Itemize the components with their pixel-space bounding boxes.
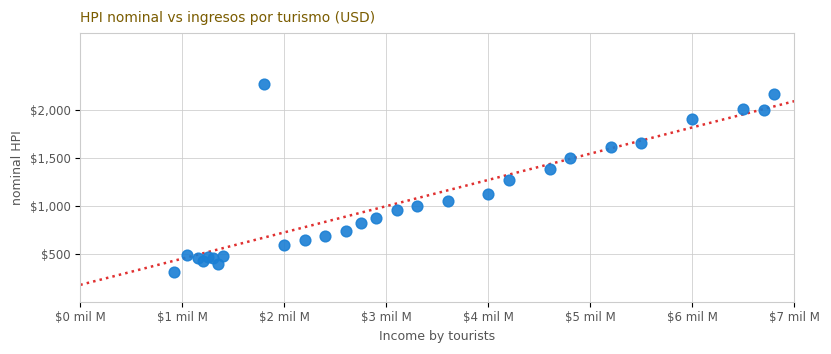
- Point: [370, 215, 383, 221]
- Point: [196, 258, 209, 264]
- Point: [757, 107, 770, 113]
- Point: [206, 256, 219, 261]
- X-axis label: Income by tourists: Income by tourists: [379, 330, 495, 343]
- Point: [211, 261, 224, 267]
- Point: [318, 234, 332, 239]
- Point: [390, 207, 403, 212]
- Point: [482, 192, 495, 197]
- Point: [635, 141, 648, 146]
- Y-axis label: nominal HPI: nominal HPI: [11, 130, 24, 205]
- Point: [258, 81, 271, 87]
- Point: [767, 91, 780, 96]
- Point: [502, 177, 515, 183]
- Point: [563, 155, 577, 161]
- Point: [339, 228, 352, 234]
- Point: [737, 106, 750, 112]
- Point: [216, 253, 229, 258]
- Point: [191, 256, 204, 261]
- Point: [543, 166, 556, 172]
- Point: [278, 242, 291, 248]
- Point: [298, 238, 312, 243]
- Point: [604, 144, 617, 150]
- Point: [686, 117, 699, 122]
- Text: HPI nominal vs ingresos por turismo (USD): HPI nominal vs ingresos por turismo (USD…: [81, 11, 376, 25]
- Point: [411, 203, 424, 209]
- Point: [201, 254, 214, 259]
- Point: [168, 269, 181, 275]
- Point: [354, 220, 367, 226]
- Point: [441, 198, 455, 204]
- Point: [181, 252, 194, 257]
